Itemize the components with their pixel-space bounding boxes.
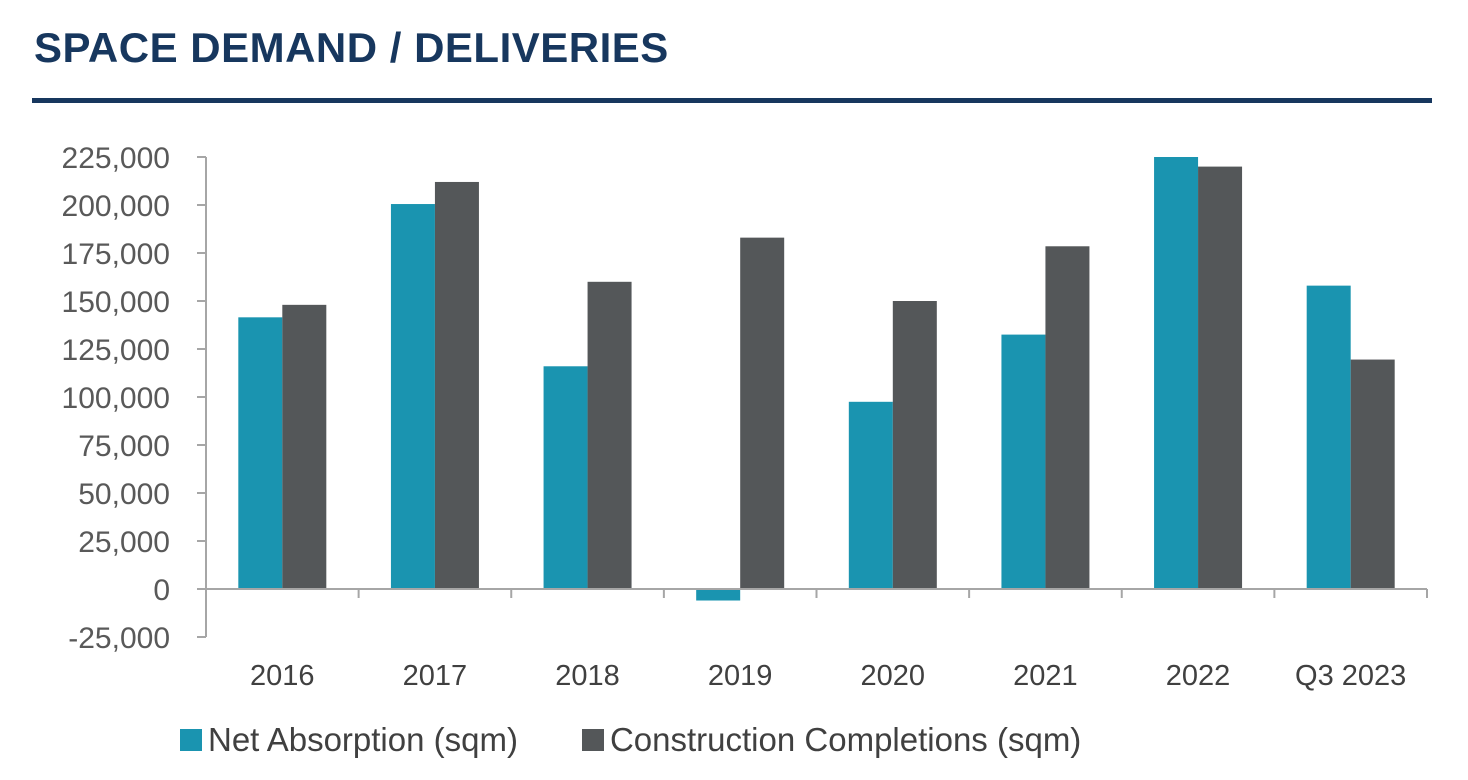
x-category-label: 2019 bbox=[708, 660, 773, 692]
legend-item-net-absorption: Net Absorption (sqm) bbox=[180, 721, 518, 759]
x-category-label: 2021 bbox=[1013, 660, 1078, 692]
bar-net-absorption bbox=[696, 589, 741, 601]
bar-chart: 225,000 200,000 175,000 150,000 125,000 100,0… bbox=[62, 142, 1428, 692]
y-tick-label: 225,000 bbox=[62, 142, 170, 175]
bar-net-absorption bbox=[543, 366, 588, 589]
title-underline bbox=[32, 98, 1432, 103]
bar-construction-completions bbox=[587, 281, 632, 589]
y-tick-label: 75,000 bbox=[78, 430, 170, 463]
bar-construction-completions bbox=[892, 301, 937, 589]
y-tick-label: 100,000 bbox=[62, 382, 170, 415]
y-tick-label: 25,000 bbox=[78, 526, 170, 559]
bar-net-absorption bbox=[1154, 157, 1199, 589]
bar-construction-completions bbox=[434, 181, 479, 589]
x-category-label: 2020 bbox=[861, 660, 926, 692]
x-category-label: 2018 bbox=[555, 660, 620, 692]
bar-net-absorption bbox=[390, 204, 435, 590]
x-axis: 2016 2017 2018 2019 2020 2021 2022 Q3 2023 bbox=[205, 588, 1428, 692]
x-category-label: 2016 bbox=[250, 660, 315, 692]
x-category-label: 2022 bbox=[1166, 660, 1231, 692]
bar-construction-completions bbox=[1350, 359, 1395, 589]
legend-swatch-construction-completions bbox=[581, 729, 604, 751]
bar-construction-completions bbox=[282, 304, 327, 589]
y-tick-label: 0 bbox=[153, 574, 170, 607]
bar-construction-completions bbox=[1198, 166, 1243, 589]
bar-net-absorption bbox=[1306, 285, 1351, 589]
y-tick-label: 50,000 bbox=[78, 478, 170, 511]
bar-construction-completions bbox=[740, 237, 785, 589]
bars-group bbox=[238, 157, 1395, 601]
bar-net-absorption bbox=[238, 317, 283, 589]
y-tick-label: 125,000 bbox=[62, 334, 170, 367]
legend-swatch-net-absorption bbox=[180, 729, 202, 751]
y-tick-label: 175,000 bbox=[62, 238, 170, 271]
chart-title: SPACE DEMAND / DELIVERIES bbox=[34, 24, 669, 71]
bar-net-absorption bbox=[1001, 334, 1046, 589]
y-tick-label: -25,000 bbox=[68, 622, 170, 655]
bar-construction-completions bbox=[1045, 246, 1090, 589]
x-category-label: Q3 2023 bbox=[1295, 660, 1406, 692]
legend-item-construction-completions: Construction Completions (sqm) bbox=[581, 721, 1082, 759]
x-category-label: 2017 bbox=[403, 660, 468, 692]
y-tick-label: 200,000 bbox=[62, 190, 170, 223]
legend-label-net-absorption: Net Absorption (sqm) bbox=[208, 721, 518, 758]
bar-net-absorption bbox=[848, 401, 893, 589]
y-tick-label: 150,000 bbox=[62, 286, 170, 319]
legend: Net Absorption (sqm) Construction Comple… bbox=[180, 718, 1081, 762]
y-axis: 225,000 200,000 175,000 150,000 125,000 100,0… bbox=[62, 142, 207, 655]
legend-label-construction-completions: Construction Completions (sqm) bbox=[609, 721, 1082, 758]
